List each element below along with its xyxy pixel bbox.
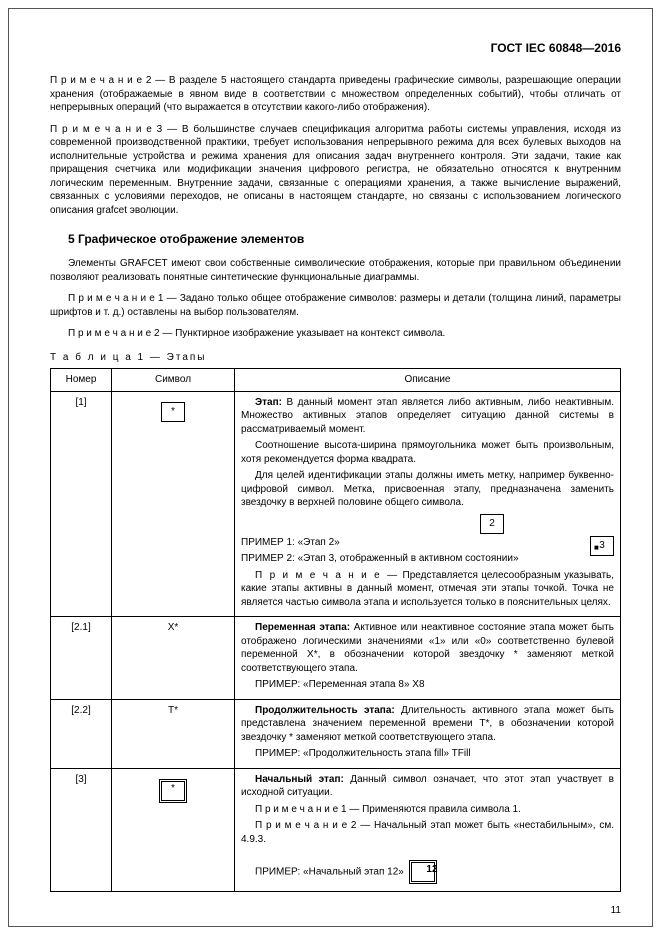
section-5-para: Элементы GRAFCET имеют свои собственные … xyxy=(50,257,621,284)
note-1: П р и м е ч а н и е 1 — Применяются прав… xyxy=(241,803,614,817)
table-row: [3] * Начальный этап: Данный символ озна… xyxy=(51,768,621,892)
cell-number: [1] xyxy=(51,391,112,617)
cell-symbol: * xyxy=(112,391,235,617)
cell-description: Начальный этап: Данный символ означает, … xyxy=(235,768,621,892)
example-box-3-label: 3 xyxy=(599,540,605,551)
note-2: П р и м е ч а н и е 2 — Начальный этап м… xyxy=(241,819,614,846)
cell-symbol: T* xyxy=(112,699,235,768)
desc-term: Этап: xyxy=(255,397,282,408)
cell-symbol: X* xyxy=(112,617,235,700)
example-box-3: 3 ■ xyxy=(590,536,614,556)
step-symbol-box: * xyxy=(161,402,185,422)
note-label: П р и м е ч а н и е — xyxy=(255,570,399,581)
desc-term: Начальный этап: xyxy=(255,774,344,785)
page-number: 11 xyxy=(611,904,621,918)
section-5-note-1: П р и м е ч а н и е 1 — Задано только об… xyxy=(50,292,621,319)
initial-step-symbol-box: * xyxy=(159,779,187,803)
desc-text: Для целей идентификации этапы должны име… xyxy=(241,469,614,510)
desc-term: Продолжительность этапа: xyxy=(255,705,395,716)
active-dot-icon: ■ xyxy=(594,539,599,557)
th-number: Номер xyxy=(51,369,112,392)
example-label: ПРИМЕР: «Начальный этап 12» xyxy=(255,867,404,878)
example-1-label: ПРИМЕР 1: «Этап 2» xyxy=(241,537,340,548)
example-box-2: 2 xyxy=(480,514,504,534)
cell-number: [2.1] xyxy=(51,617,112,700)
table-1: Номер Символ Описание [1] * Этап: В данн… xyxy=(50,368,621,892)
desc-text: Соотношение высота-ширина прямоугольника… xyxy=(241,439,614,466)
th-symbol: Символ xyxy=(112,369,235,392)
example-2-label: ПРИМЕР 2: «Этап 3, отображенный в активн… xyxy=(241,552,614,566)
cell-description: Этап: В данный момент этап является либо… xyxy=(235,391,621,617)
table-row: [2.1] X* Переменная этапа: Активное или … xyxy=(51,617,621,700)
th-description: Описание xyxy=(235,369,621,392)
table-row: [2.2] T* Продолжительность этапа: Длител… xyxy=(51,699,621,768)
desc-term: Переменная этапа: xyxy=(255,622,350,633)
cell-symbol: * xyxy=(112,768,235,892)
cell-description: Переменная этапа: Активное или неактивно… xyxy=(235,617,621,700)
cell-number: [3] xyxy=(51,768,112,892)
doc-header: ГОСТ IEC 60848—2016 xyxy=(50,40,621,56)
section-5-title: 5 Графическое отображение элементов xyxy=(68,231,621,247)
note-3: П р и м е ч а н и е 3 — В большинстве сл… xyxy=(50,123,621,218)
desc-text: В данный момент этап является либо актив… xyxy=(241,397,614,435)
cell-number: [2.2] xyxy=(51,699,112,768)
table-row: [1] * Этап: В данный момент этап являетс… xyxy=(51,391,621,617)
example-box-12: 12 xyxy=(409,860,437,884)
table-header-row: Номер Символ Описание xyxy=(51,369,621,392)
page: ГОСТ IEC 60848—2016 П р и м е ч а н и е … xyxy=(0,0,661,935)
table-1-caption: Т а б л и ц а 1 — Этапы xyxy=(50,351,621,365)
note-2: П р и м е ч а н и е 2 — В разделе 5 наст… xyxy=(50,74,621,115)
example-label: ПРИМЕР: «Продолжительность этапа fill» T… xyxy=(241,747,614,761)
example-label: ПРИМЕР: «Переменная этапа 8» X8 xyxy=(241,678,614,692)
section-5-note-2: П р и м е ч а н и е 2 — Пунктирное изобр… xyxy=(50,327,621,341)
cell-description: Продолжительность этапа: Длительность ак… xyxy=(235,699,621,768)
